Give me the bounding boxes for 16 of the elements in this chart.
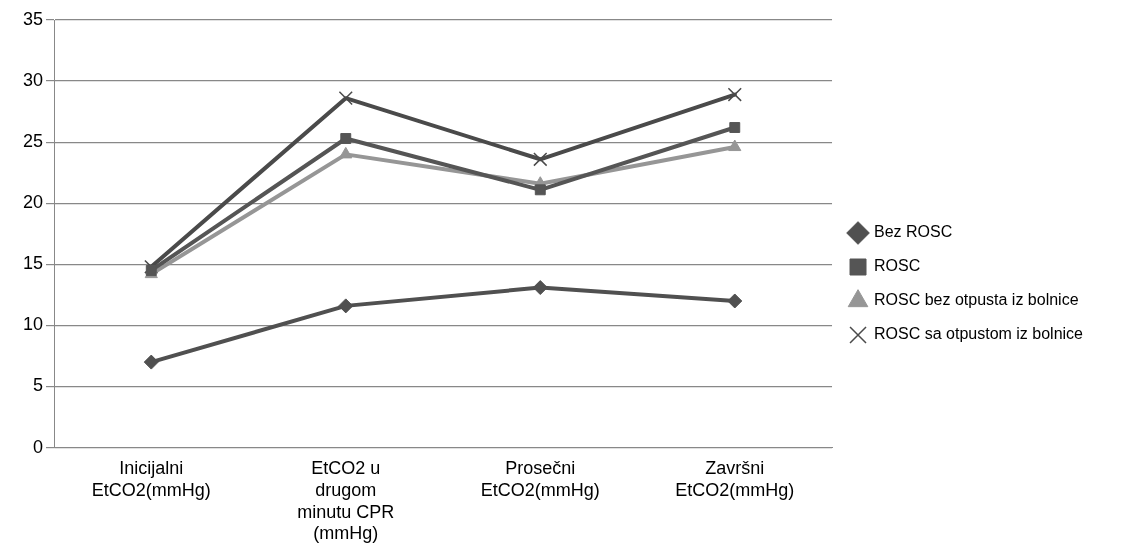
- y-tick-label: 10: [22, 314, 44, 335]
- x-tick-label: Inicijalni EtCO2(mmHg): [91, 458, 211, 500]
- legend-label: ROSC bez otpusta iz bolnice: [874, 291, 1079, 309]
- legend-label: ROSC: [874, 257, 921, 275]
- x-tick-label: EtCO2 u drugom minutu CPR (mmHg): [297, 458, 395, 544]
- y-tick-label: 35: [22, 8, 44, 29]
- y-tick-label: 30: [22, 70, 44, 91]
- y-tick-label: 20: [22, 192, 44, 213]
- x-tick-label: Završni EtCO2(mmHg): [675, 458, 795, 500]
- x-tick-label: Prosečni EtCO2(mmHg): [480, 458, 600, 500]
- y-tick-label: 0: [33, 436, 44, 457]
- legend-label: ROSC sa otpustom iz bolnice: [874, 325, 1084, 343]
- y-tick-label: 15: [22, 253, 44, 274]
- y-tick-label: 5: [33, 375, 44, 396]
- legend-label: Bez ROSC: [874, 223, 953, 241]
- y-tick-label: 25: [22, 131, 44, 152]
